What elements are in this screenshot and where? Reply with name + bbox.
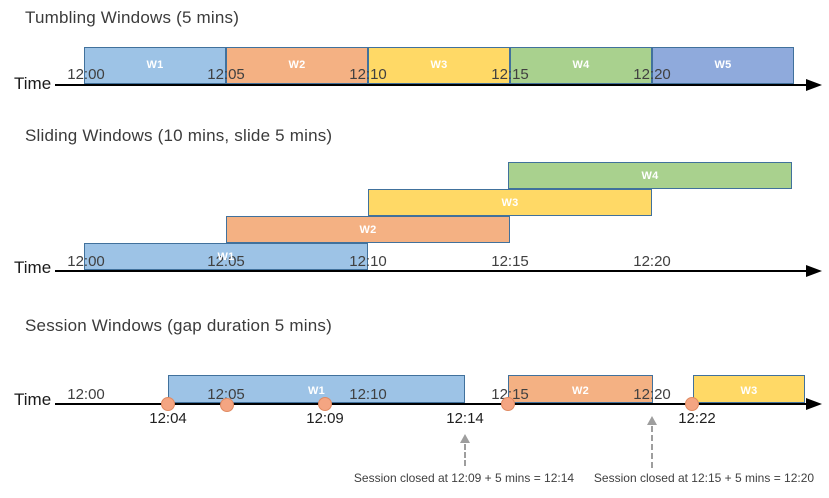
sliding-time-axis-label: Time: [14, 258, 52, 277]
tick-label: 12:00: [67, 253, 105, 270]
sliding-timeline-arrow-icon: [806, 265, 822, 277]
tick-label: 12:15: [491, 66, 529, 83]
event-dot: [220, 398, 234, 412]
event-dot: [161, 397, 175, 411]
window-bar-label: W4: [641, 169, 659, 182]
sliding-section-title: Sliding Windows (10 mins, slide 5 mins): [25, 126, 333, 145]
session-timeline: [55, 403, 808, 405]
window-bar-label: W1: [217, 250, 235, 263]
tick-label: 12:05: [207, 66, 245, 83]
tumbling-window-bar-w2: W2: [226, 47, 368, 84]
tick-label: 12:00: [67, 386, 105, 403]
event-time-label: 12:09: [306, 410, 344, 427]
tumbling-window-bar-w1: W1: [84, 47, 226, 84]
tick-label: 12:10: [349, 66, 387, 83]
window-bar-label: W2: [571, 385, 590, 397]
session-closed-annotation: Session closed at 12:15 + 5 mins = 12:20: [593, 471, 815, 485]
dashed-arrow-shaft: [651, 426, 653, 468]
tumbling-timeline: [55, 84, 808, 86]
session-time-axis-label: Time: [14, 390, 52, 409]
event-dot: [501, 397, 515, 411]
window-bar-label: W2: [288, 59, 306, 71]
event-time-label: 12:04: [149, 410, 187, 427]
session-window-bar-w2: W2: [508, 375, 653, 403]
event-dot: [318, 397, 332, 411]
session-section-title: Session Windows (gap duration 5 mins): [25, 316, 332, 335]
tumbling-section-title: Tumbling Windows (5 mins): [25, 8, 240, 27]
tick-label: 12:20: [633, 386, 671, 403]
sliding-window-bar-w4: W4: [508, 162, 792, 189]
tick-label: 12:05: [207, 386, 245, 403]
window-bar-label: W1: [146, 59, 164, 71]
sliding-window-bar-w1: W1: [84, 243, 368, 270]
dashed-arrow-up-icon: [460, 434, 470, 443]
tumbling-window-bar-w4: W4: [510, 47, 652, 84]
tumbling-timeline-arrow-icon: [806, 79, 822, 91]
event-dot: [685, 397, 699, 411]
window-bar-label: W1: [307, 385, 326, 397]
session-window-bar-w3: W3: [693, 375, 805, 403]
tick-label: 12:15: [491, 386, 529, 403]
tumbling-time-axis-label: Time: [14, 74, 52, 93]
sliding-window-bar-w2: W2: [226, 216, 510, 243]
dashed-arrow-up-icon: [647, 416, 657, 425]
tick-label: 12:05: [207, 253, 245, 270]
tick-label: 12:15: [491, 253, 529, 270]
tumbling-window-bar-w5: W5: [652, 47, 794, 84]
window-bar-label: W4: [572, 59, 590, 71]
dashed-arrow-shaft: [464, 444, 466, 466]
tumbling-window-bar-w3: W3: [368, 47, 510, 84]
session-window-bar-w1: W1: [168, 375, 465, 403]
tick-label: 12:20: [633, 253, 671, 270]
window-bar-label: W3: [430, 59, 448, 71]
tick-label: 12:10: [349, 253, 387, 270]
window-bar-label: W5: [714, 59, 732, 71]
window-bar-label: W2: [359, 223, 377, 236]
event-time-label: 12:14: [446, 410, 484, 427]
event-time-label: 12:22: [678, 410, 716, 427]
session-timeline-arrow-icon: [806, 398, 822, 410]
tick-label: 12:00: [67, 66, 105, 83]
session-closed-annotation: Session closed at 12:09 + 5 mins = 12:14: [353, 471, 575, 485]
window-bar-label: W3: [740, 385, 758, 397]
tick-label: 12:20: [633, 66, 671, 83]
tick-label: 12:10: [349, 386, 387, 403]
window-bar-label: W3: [501, 196, 519, 209]
sliding-window-bar-w3: W3: [368, 189, 652, 216]
sliding-timeline: [55, 270, 808, 272]
